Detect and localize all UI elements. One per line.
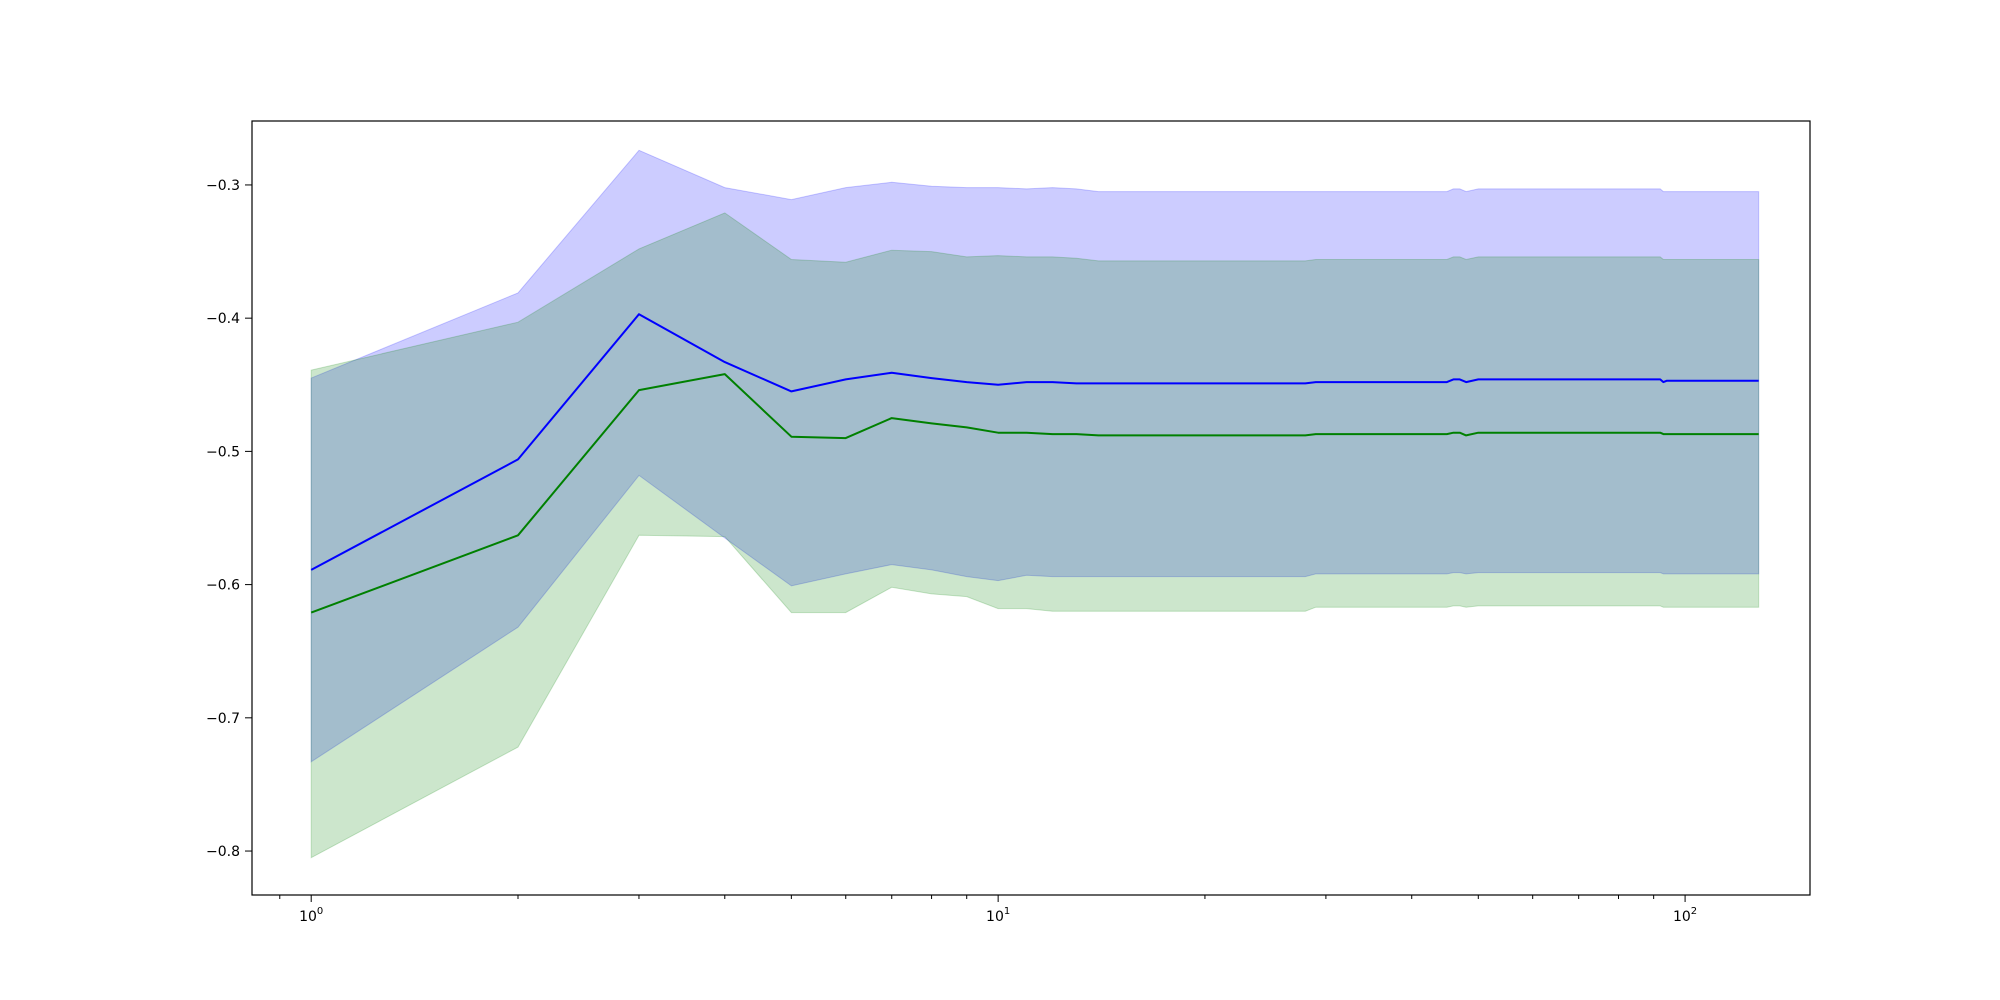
- x-tick-label: 101: [986, 906, 1010, 925]
- y-tick-label: −0.5: [206, 444, 240, 460]
- series-lines: [310, 313, 1759, 614]
- series-2-band: [310, 212, 1760, 859]
- x-axis-ticks: 100 101 102: [279, 895, 1697, 925]
- x-tick-label-exponent: 1: [1004, 906, 1010, 917]
- series-1-line: [310, 313, 1759, 571]
- x-tick-label-base: 10: [299, 909, 317, 925]
- series-1-band: [310, 149, 1760, 763]
- x-tick-label: 100: [299, 906, 323, 925]
- x-tick-label-exponent: 2: [1691, 906, 1697, 917]
- y-tick-label: −0.7: [206, 711, 240, 727]
- plot-area-frame: [251, 120, 1811, 896]
- x-tick-label-base: 10: [1673, 909, 1691, 925]
- x-tick-label: 102: [1673, 906, 1697, 925]
- y-tick-label: −0.6: [206, 578, 240, 594]
- x-tick-label-base: 10: [986, 909, 1004, 925]
- y-tick-label: −0.4: [206, 311, 240, 327]
- series-2-line: [310, 373, 1759, 614]
- y-axis-ticks: −0.3 −0.4 −0.5 −0.6 −0.7 −0.8: [206, 178, 252, 860]
- y-tick-label: −0.3: [206, 178, 240, 194]
- x-tick-label-exponent: 0: [317, 906, 323, 917]
- y-tick-label: −0.8: [206, 844, 240, 860]
- confidence-bands: [310, 149, 1760, 859]
